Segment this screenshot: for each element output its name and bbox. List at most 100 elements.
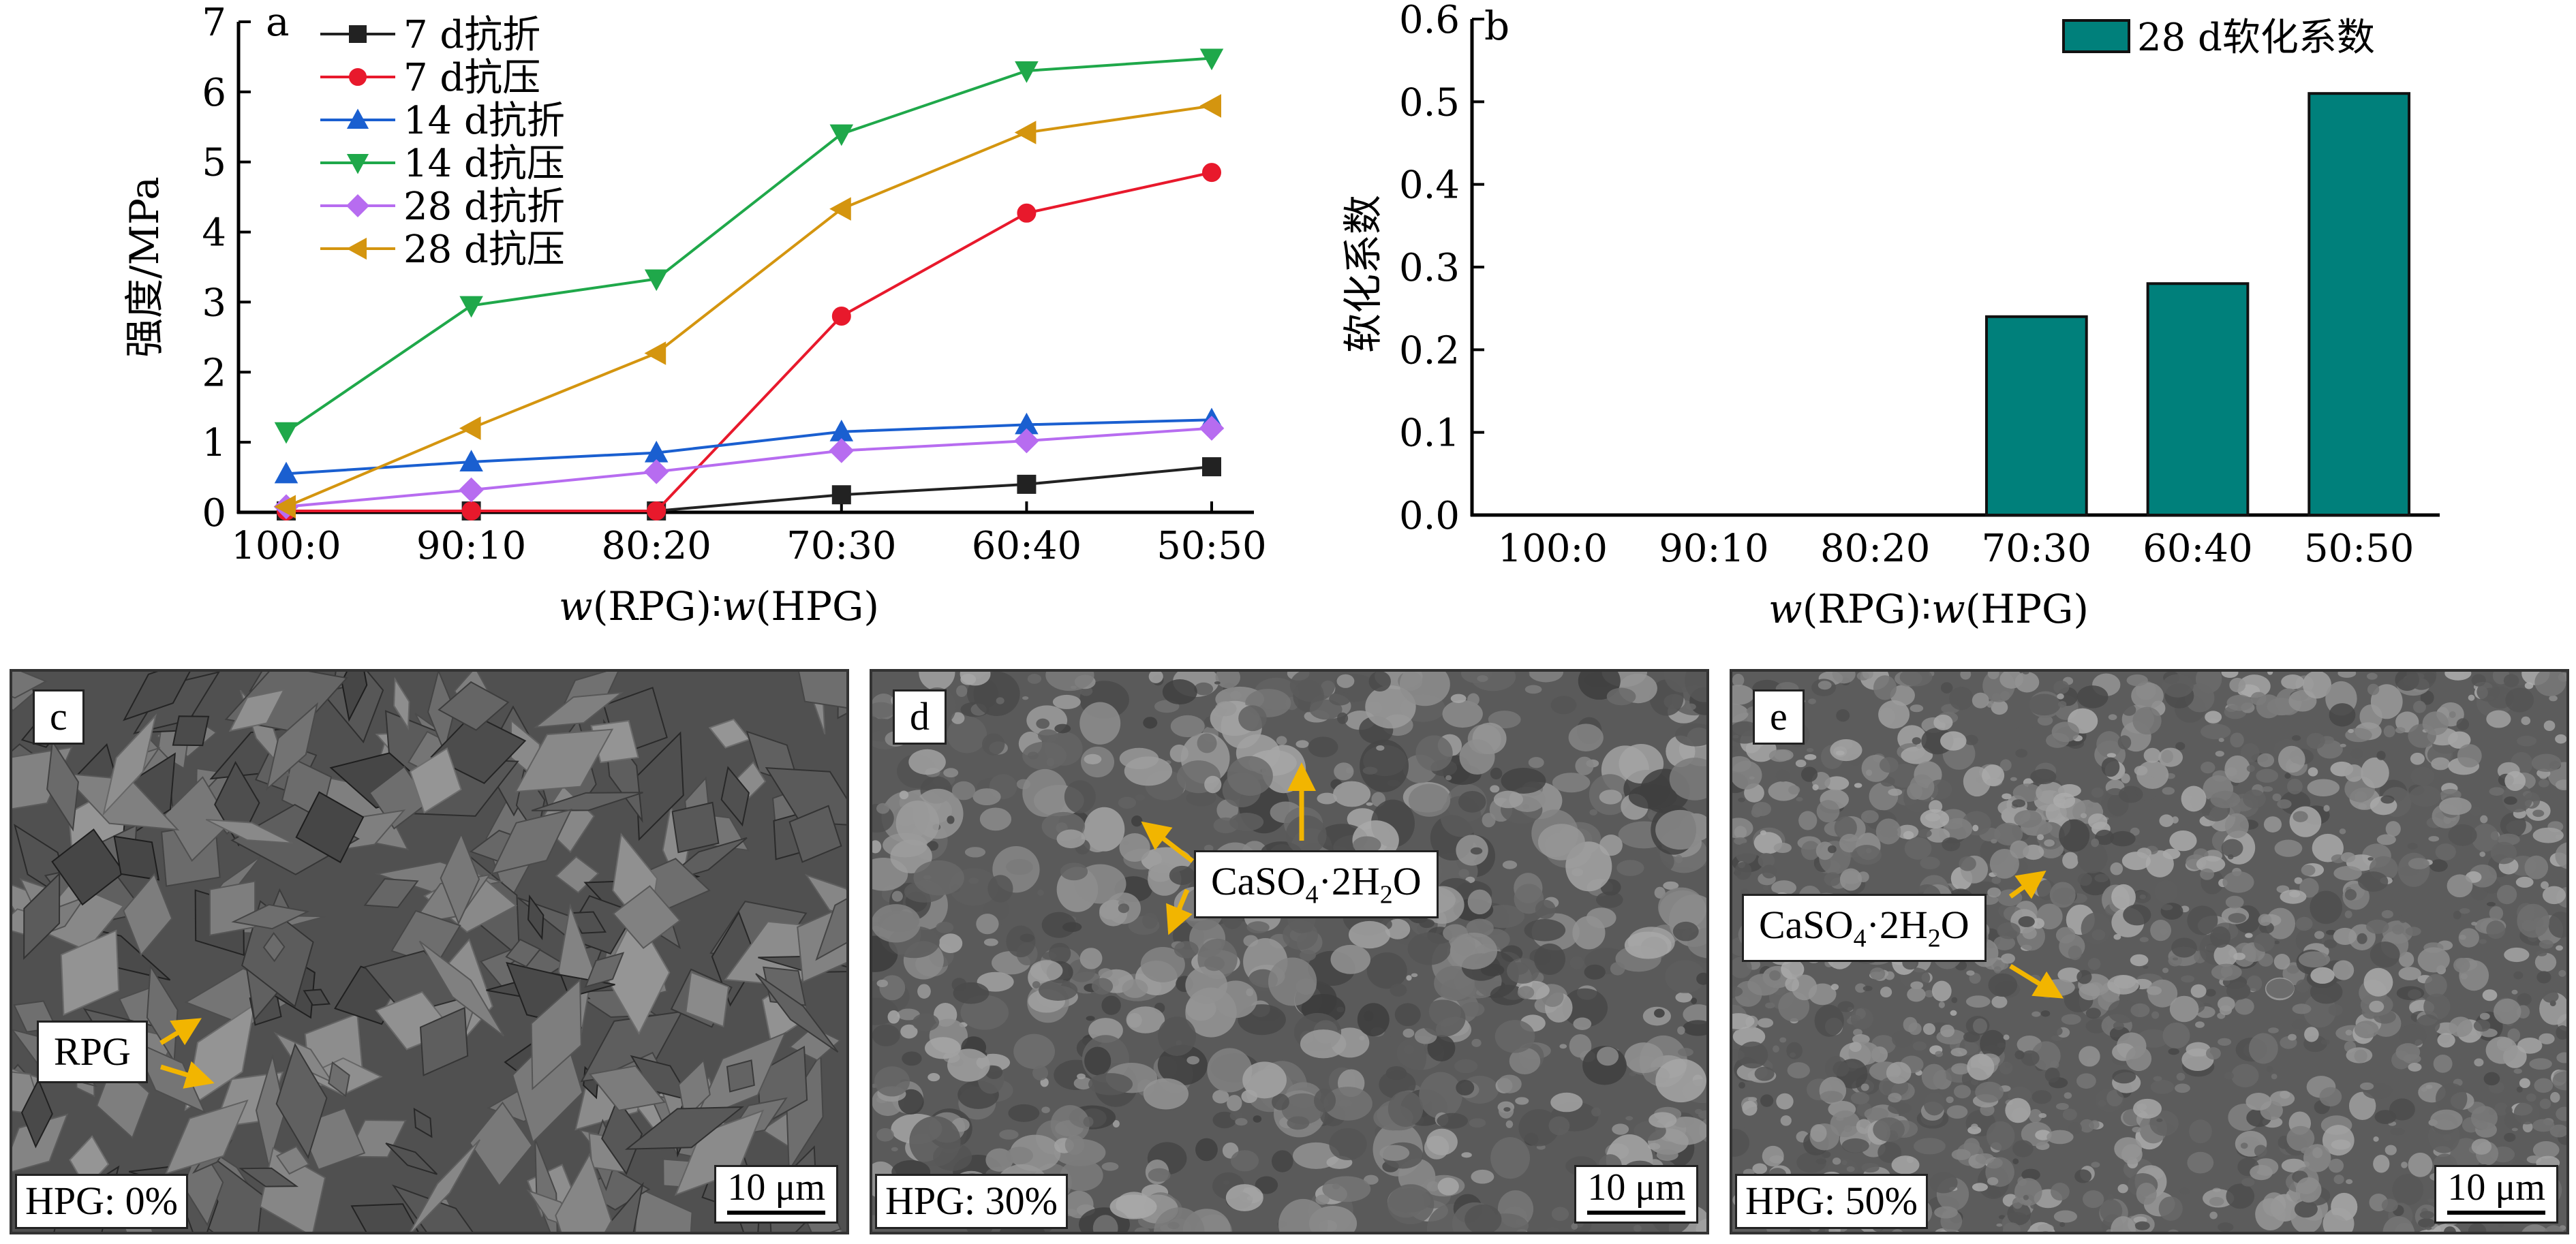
annotation-caso4-e: CaSO4·2H2O bbox=[1742, 894, 1987, 963]
arrow-d-2 bbox=[1141, 821, 1195, 863]
chart-a-line-5 bbox=[286, 104, 1212, 508]
chart-a-point-1-1 bbox=[461, 501, 481, 520]
scale-text-c: 10 μm bbox=[727, 1166, 825, 1209]
chart-a-ytick-label-5: 5 bbox=[202, 141, 226, 185]
annotation-caso4-d: CaSO4·2H2O bbox=[1194, 850, 1439, 919]
chart-a-xtick-label-3: 70:30 bbox=[786, 524, 896, 568]
chart-a-ylabel: 强度/MPa bbox=[121, 176, 168, 358]
scale-line-c bbox=[727, 1211, 825, 1215]
sem-panel-c: c RPG HPG: 0% 10 μm bbox=[10, 669, 849, 1234]
chart-a-series-3 bbox=[274, 48, 1224, 444]
chart-a-ytick-label-1: 1 bbox=[202, 421, 226, 465]
scale-bar-e: 10 μm bbox=[2434, 1165, 2558, 1224]
chart-a-legend-marker-2 bbox=[346, 108, 369, 129]
scale-bar-d: 10 μm bbox=[1574, 1165, 1698, 1224]
chart-a-point-3-1 bbox=[459, 296, 483, 318]
chart-b-ytick-label-3: 0.3 bbox=[1399, 246, 1460, 290]
chart-a-ytick-label-4: 4 bbox=[202, 211, 226, 255]
chart-a-point-3-2 bbox=[644, 269, 669, 292]
chart-b-ytick-label-6: 0.6 bbox=[1399, 0, 1460, 42]
chart-a-xtick-label-0: 100:0 bbox=[231, 524, 341, 568]
chart-b: 0.0 0.1 0.2 0.3 0.4 0.5 0.6 100:0 90:10 80:20 70:3… bbox=[1340, 0, 2440, 632]
chart-b-xlabel-w1: w bbox=[1768, 586, 1803, 632]
chart-a-line-3 bbox=[285, 57, 1212, 433]
chart-a-xtick-label-1: 90:10 bbox=[416, 524, 526, 568]
chart-a-point-5-0 bbox=[274, 495, 296, 519]
chart-a-ytick-label-0: 0 bbox=[202, 491, 226, 535]
scale-text-d: 10 μm bbox=[1587, 1166, 1685, 1209]
chart-b-bar-4 bbox=[2146, 282, 2250, 516]
chart-a-legend-label-5: 28 d抗压 bbox=[403, 228, 565, 272]
chart-b-xtick-label-2: 80:20 bbox=[1820, 527, 1930, 571]
chart-a-point-4-2 bbox=[643, 459, 669, 484]
panel-label-c: c bbox=[33, 689, 85, 745]
chart-a-xlabel: w(RPG)∶w(HPG) bbox=[559, 583, 879, 629]
panel-label-e: e bbox=[1753, 689, 1805, 745]
chart-a-legend-marker-3 bbox=[346, 154, 369, 174]
hpg-label-e: HPG: 50% bbox=[1735, 1174, 1928, 1229]
chart-a-point-5-2 bbox=[644, 341, 666, 365]
chart-a-line-1 bbox=[286, 171, 1212, 512]
chart-b-xtick-label-1: 90:10 bbox=[1659, 527, 1768, 571]
chart-a-point-1-5 bbox=[1202, 163, 1221, 183]
chart-a-series-5 bbox=[274, 94, 1221, 519]
chart-a-point-3-3 bbox=[829, 124, 854, 146]
chart-a-point-4-1 bbox=[459, 477, 484, 503]
chart-b-ytick-label-0: 0.0 bbox=[1399, 494, 1460, 538]
chart-a-line-0 bbox=[286, 465, 1212, 512]
chart-b-panel-label: b bbox=[1484, 3, 1509, 49]
chart-a-point-1-2 bbox=[647, 501, 666, 520]
chart-a-xtick-label-5: 50:50 bbox=[1156, 524, 1266, 568]
chart-a-legend-label-1: 7 d抗压 bbox=[403, 56, 540, 100]
scale-line-e bbox=[2447, 1211, 2545, 1215]
chart-b-bar-5 bbox=[2307, 92, 2411, 516]
chart-a-point-5-3 bbox=[829, 197, 851, 221]
chart-a-point-3-0 bbox=[274, 422, 298, 444]
chart-b-xtick-label-5: 50:50 bbox=[2304, 527, 2414, 571]
scale-line-d bbox=[1587, 1211, 1685, 1215]
chart-a-line-4 bbox=[286, 426, 1212, 508]
arrow-c-1 bbox=[159, 1018, 202, 1046]
chart-a-ytick-label-7: 7 bbox=[202, 1, 226, 45]
chart-a-point-0-4 bbox=[1017, 474, 1037, 494]
chart-b-xtick-label-0: 100:0 bbox=[1498, 527, 1608, 571]
chart-a-series-1 bbox=[277, 163, 1221, 520]
chart-a-xtick-label-4: 60:40 bbox=[972, 524, 1082, 568]
arrows-d bbox=[1141, 762, 1316, 935]
chart-a-legend-marker-0 bbox=[349, 25, 367, 43]
chart-a-point-3-5 bbox=[1199, 48, 1224, 71]
chart-a-point-4-4 bbox=[1014, 428, 1039, 454]
chart-a-point-0-5 bbox=[1202, 457, 1221, 477]
chart-a-xtick-label-2: 80:20 bbox=[602, 524, 711, 568]
chart-b-legend-swatch bbox=[2062, 19, 2130, 53]
chart-a-xlabel-w1: w bbox=[559, 583, 593, 629]
chart-b-bar-3 bbox=[1984, 315, 2088, 516]
chart-a-line-2 bbox=[286, 418, 1212, 476]
chart-a-point-3-4 bbox=[1015, 61, 1039, 83]
scale-text-e: 10 μm bbox=[2447, 1166, 2545, 1209]
chart-b-xtick-label-3: 70:30 bbox=[1982, 527, 2091, 571]
sem-panel-d: d CaSO4·2H2O HPG: 30% 10 μm bbox=[870, 669, 1709, 1234]
arrow-e-1 bbox=[2008, 870, 2046, 899]
hpg-label-c: HPG: 0% bbox=[15, 1174, 188, 1229]
chart-b-ytick-label-1: 0.1 bbox=[1399, 411, 1460, 456]
scale-bar-c: 10 μm bbox=[714, 1165, 838, 1224]
chart-a-point-1-3 bbox=[831, 307, 851, 326]
chart-b-ytick-label-4: 0.4 bbox=[1399, 164, 1460, 208]
chart-a-legend-label-2: 14 d抗折 bbox=[403, 99, 565, 143]
chart-a-point-5-4 bbox=[1014, 121, 1037, 144]
chart-b-ytick-label-5: 0.5 bbox=[1399, 80, 1460, 125]
chart-b-legend-label: 28 d软化系数 bbox=[2137, 16, 2375, 60]
arrows-c bbox=[159, 1018, 215, 1089]
chart-a-ytick-label-3: 3 bbox=[202, 281, 226, 325]
annotation-rpg: RPG bbox=[37, 1021, 148, 1083]
panel-label-d: d bbox=[893, 689, 947, 745]
chart-b-ylabel: 软化系数 bbox=[1340, 195, 1386, 353]
chart-a-legend-marker-4 bbox=[346, 193, 370, 218]
arrow-c-2 bbox=[159, 1061, 215, 1089]
arrows-e bbox=[2008, 870, 2064, 999]
chart-a-legend-label-0: 7 d抗折 bbox=[403, 13, 540, 57]
chart-a-series-4 bbox=[273, 416, 1225, 520]
chart-a-point-2-0 bbox=[274, 461, 298, 484]
chart-a-legend-marker-1 bbox=[349, 68, 367, 86]
